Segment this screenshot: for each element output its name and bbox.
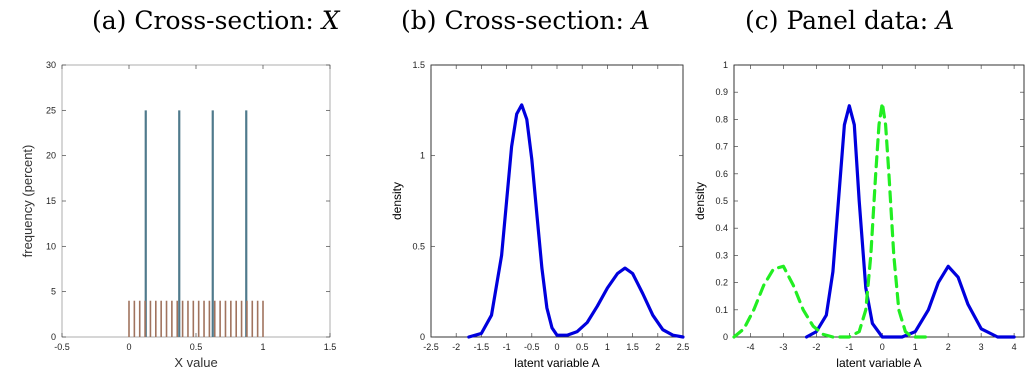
panel-c-x-tick-label: 4 bbox=[1012, 342, 1017, 352]
panel-a-title: (a) Cross-section: X bbox=[92, 6, 340, 35]
panel-b-x-tick-label: 1.5 bbox=[626, 342, 639, 352]
panel-b-x-tick-label: -2 bbox=[452, 342, 460, 352]
panel-b-y-tick-label: 1 bbox=[420, 151, 425, 161]
panel-c-y-tick-label: 0.7 bbox=[715, 142, 728, 152]
panel-a-x-tick-label: 1.5 bbox=[324, 342, 337, 352]
panel-b-y-axis-label: density bbox=[390, 182, 404, 220]
panel-c-y-tick-label: 0.3 bbox=[715, 250, 728, 260]
panel-c-title: (c) Panel data: A bbox=[745, 6, 955, 35]
panel-c-x-tick-label: 0 bbox=[880, 342, 885, 352]
panel-a-y-tick-label: 5 bbox=[51, 287, 56, 297]
panel-c-plot-frame bbox=[733, 64, 1025, 338]
panel-a-y-tick-label: 15 bbox=[46, 196, 56, 206]
panel-b-x-tick-label: -1 bbox=[503, 342, 511, 352]
panel-b-title: (b) Cross-section: A bbox=[401, 6, 650, 35]
panel-b-x-tick-label: -1.5 bbox=[474, 342, 490, 352]
panel-c-x-tick-label: 2 bbox=[946, 342, 951, 352]
panel-c-y-tick-label: 0.8 bbox=[715, 114, 728, 124]
panel-a-x-tick-label: -0.5 bbox=[54, 342, 70, 352]
panel-c-x-tick-label: -2 bbox=[812, 342, 820, 352]
panel-c-y-tick-label: 0.2 bbox=[715, 278, 728, 288]
panel-c-series-line-0 bbox=[804, 104, 1016, 339]
panel-b-x-tick-label: 0.5 bbox=[576, 342, 589, 352]
panel-a-y-tick-label: 25 bbox=[46, 105, 56, 115]
panel-a-y-tick-label: 10 bbox=[46, 241, 56, 251]
panel-a-y-tick-label: 20 bbox=[46, 151, 56, 161]
panel-a-x-tick-label: 0.5 bbox=[190, 342, 203, 352]
panel-b-x-tick-label: 0 bbox=[554, 342, 559, 352]
panel-b-x-tick-label: 1 bbox=[605, 342, 610, 352]
panel-b-series-line-0 bbox=[467, 103, 685, 339]
panel-c-y-axis-label: density bbox=[693, 182, 707, 220]
panel-c-y-tick-label: 0.9 bbox=[715, 87, 728, 97]
panel-b-y-tick-label: 1.5 bbox=[412, 60, 425, 70]
panel-c-x-tick-label: -1 bbox=[845, 342, 853, 352]
panel-c-x-tick-label: 3 bbox=[979, 342, 984, 352]
panel-b-x-axis-label: latent variable A bbox=[514, 356, 599, 370]
panel-c-y-tick-label: 0.1 bbox=[715, 305, 728, 315]
panel-c-x-tick-label: -4 bbox=[746, 342, 754, 352]
panel-b-x-tick-label: -0.5 bbox=[524, 342, 540, 352]
panel-b-y-tick-label: 0 bbox=[420, 332, 425, 342]
panel-c-y-tick-label: 0.4 bbox=[715, 223, 728, 233]
panel-a-y-axis-label: frequency (percent) bbox=[20, 145, 35, 258]
panel-c-y-tick-label: 0 bbox=[723, 332, 728, 342]
panel-a-x-tick-label: 1 bbox=[260, 342, 265, 352]
panel-c-y-tick-label: 0.6 bbox=[715, 169, 728, 179]
panel-c-series-line-1 bbox=[732, 101, 934, 339]
panel-b-y-tick-label: 0.5 bbox=[412, 241, 425, 251]
panel-b-x-tick-label: 2.5 bbox=[677, 342, 690, 352]
panel-c-x-axis-label: latent variable A bbox=[836, 356, 921, 370]
panel-b-x-tick-label: -2.5 bbox=[423, 342, 439, 352]
panel-c-x-tick-label: -3 bbox=[779, 342, 787, 352]
panel-a-x-tick-label: 0 bbox=[126, 342, 131, 352]
panel-a-y-tick-label: 0 bbox=[51, 332, 56, 342]
panel-a-y-tick-label: 30 bbox=[46, 60, 56, 70]
panel-c-y-tick-label: 0.5 bbox=[715, 196, 728, 206]
panel-a-x-axis-label: X value bbox=[174, 355, 217, 370]
panel-a-plot-frame bbox=[61, 64, 331, 338]
panel-c-y-tick-label: 1 bbox=[723, 60, 728, 70]
panel-b-x-tick-label: 2 bbox=[655, 342, 660, 352]
panel-c-x-tick-label: 1 bbox=[913, 342, 918, 352]
